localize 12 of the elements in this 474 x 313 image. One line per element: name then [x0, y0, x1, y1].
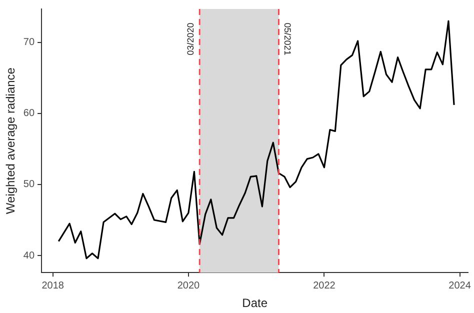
y-tick-label: 70 — [23, 37, 35, 48]
y-tick-label: 40 — [23, 250, 35, 262]
x-tick-label: 2024 — [448, 280, 472, 292]
y-tick-label: 60 — [23, 108, 35, 120]
x-tick-label: 2020 — [177, 280, 200, 292]
x-tick-label: 2018 — [42, 280, 64, 292]
x-axis-title: Date — [242, 296, 268, 310]
x-tick-label: 2022 — [313, 280, 336, 292]
y-axis-title: Weighted average radiance — [4, 67, 18, 214]
ref-line-label: 05/2021 — [282, 22, 293, 56]
ref-line-label: 03/2020 — [186, 22, 196, 56]
y-tick-label: 50 — [23, 179, 35, 190]
